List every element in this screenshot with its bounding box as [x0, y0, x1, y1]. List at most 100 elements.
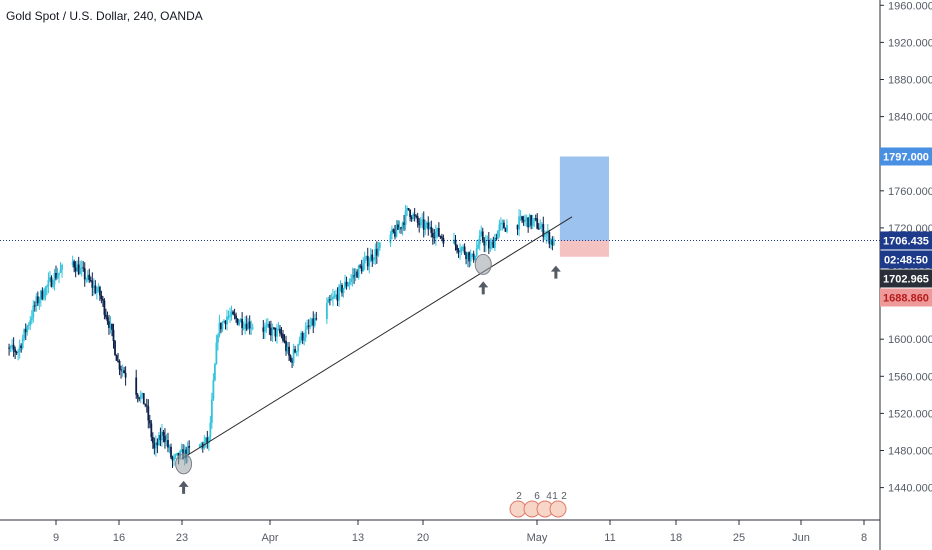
candle-body — [521, 216, 523, 221]
event-flag-icon[interactable] — [549, 500, 567, 518]
candle-body — [356, 271, 359, 278]
candle-body — [162, 431, 165, 436]
candle-body — [439, 236, 442, 238]
candle-body — [477, 244, 480, 249]
candle-body — [41, 290, 44, 299]
candle-body — [462, 246, 464, 248]
candle-body — [74, 267, 77, 272]
candle-body — [395, 224, 398, 237]
candle-body — [294, 349, 296, 353]
candle-body — [359, 265, 362, 267]
candle-body — [262, 327, 265, 332]
candle-body — [280, 333, 283, 335]
candles — [8, 204, 555, 468]
candle-body — [200, 443, 203, 445]
time-tick-label: 18 — [670, 532, 682, 544]
stop-zone[interactable] — [559, 240, 609, 257]
candle-body — [489, 245, 492, 249]
candle-body — [11, 344, 14, 347]
candle-body — [474, 255, 477, 261]
candle-body — [351, 275, 354, 279]
candle-body — [537, 228, 540, 230]
candle-body — [44, 287, 47, 297]
candle-body — [400, 227, 402, 229]
candle-body — [291, 360, 293, 363]
candle-body — [77, 264, 80, 275]
candle-body — [486, 240, 489, 242]
candle-body — [286, 346, 289, 352]
candle-body — [250, 327, 253, 329]
candle-body — [297, 344, 300, 352]
candle-body — [542, 224, 545, 238]
price-tick-label: 1880.000 — [888, 75, 932, 87]
candle-body — [492, 241, 495, 248]
candle-body — [218, 322, 221, 336]
candle-body — [235, 315, 237, 319]
candle-body — [398, 227, 401, 230]
economic-events[interactable]: 2 6 4 1 2 — [509, 491, 567, 518]
candle-body — [442, 237, 445, 244]
trendline[interactable] — [181, 216, 573, 460]
candle-body — [459, 251, 461, 253]
candle-body — [498, 224, 501, 231]
time-tick-label: May — [527, 532, 548, 544]
candle-body — [427, 222, 430, 230]
candle-body — [425, 222, 428, 225]
candle-body — [33, 305, 36, 307]
candle-body — [106, 317, 109, 322]
candle-body — [454, 239, 457, 246]
candle-body — [232, 311, 234, 315]
touch-point-circle — [474, 253, 492, 275]
candle-body — [47, 279, 50, 286]
candle-body — [220, 322, 222, 330]
candle-body — [100, 295, 103, 300]
candle-body — [263, 326, 266, 332]
target-zone[interactable] — [559, 156, 609, 241]
candle-body — [118, 361, 121, 370]
candle-body — [307, 325, 310, 327]
price-tick-label: 1560.000 — [888, 371, 932, 383]
candle-body — [368, 261, 371, 267]
candle-body — [114, 341, 116, 356]
candle-body — [53, 272, 56, 285]
candle-body — [38, 299, 41, 304]
price-tick-label: 1600.000 — [888, 334, 932, 346]
candle-body — [42, 296, 45, 299]
candle-body — [409, 209, 412, 218]
candle-body — [20, 345, 23, 349]
candle-body — [186, 446, 189, 458]
candle-body — [80, 267, 83, 269]
candle-body — [424, 224, 427, 230]
candle-body — [478, 235, 481, 245]
candle-body — [516, 224, 519, 230]
candle-body — [295, 351, 298, 353]
candle-body — [336, 294, 339, 301]
candle-body — [26, 326, 29, 333]
candle-body — [372, 259, 375, 261]
candle-body — [481, 231, 484, 241]
candle-body — [480, 231, 483, 236]
time-axis[interactable]: 9 16 23 Apr 13 20 May 11 18 25 Jun 8 — [53, 520, 867, 544]
candle-body — [161, 431, 163, 441]
candle-body — [365, 256, 368, 260]
candle-body — [215, 342, 218, 365]
candle-body — [233, 314, 236, 316]
price-tick-label: 1760.000 — [888, 186, 932, 198]
candle-body — [357, 265, 360, 278]
candle-body — [167, 440, 169, 448]
candle-body — [403, 222, 405, 225]
candle-body — [471, 253, 474, 256]
candle-body — [198, 444, 201, 448]
candle-body — [71, 261, 74, 266]
candle-body — [92, 285, 95, 288]
candle-body — [168, 446, 171, 448]
candle-body — [83, 268, 86, 280]
candle-body — [363, 259, 366, 264]
candle-body — [371, 254, 374, 261]
candle-body — [242, 327, 245, 329]
candle-body — [493, 237, 496, 248]
candle-body — [378, 242, 381, 249]
candle-body — [392, 229, 395, 232]
